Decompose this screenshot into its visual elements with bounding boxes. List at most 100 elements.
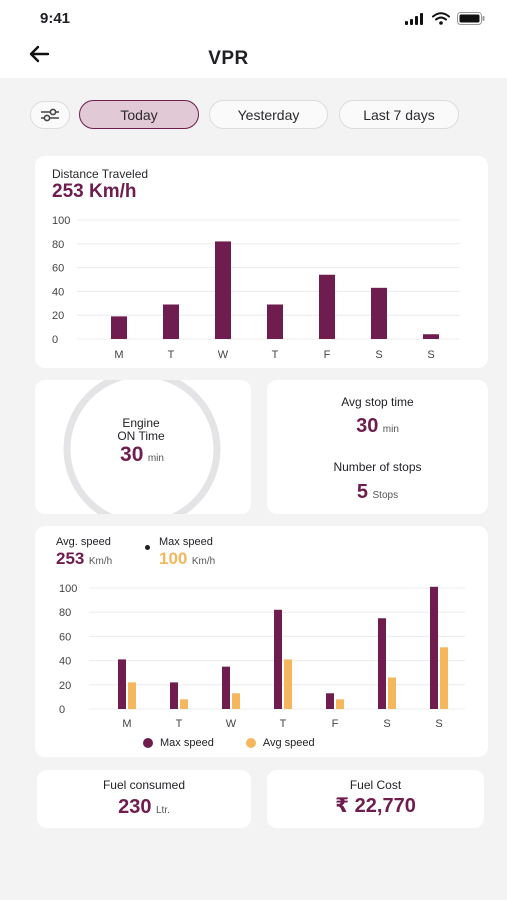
distance-bar bbox=[163, 304, 179, 339]
distance-bar bbox=[267, 304, 283, 339]
app-header: VPR bbox=[0, 38, 507, 78]
x-tick-label: S bbox=[435, 718, 442, 730]
stops-count-value: 5 bbox=[356, 481, 369, 503]
max-speed-bar bbox=[274, 609, 282, 709]
avg-stop-label: Avg stop time bbox=[341, 395, 414, 409]
max-speed-bar bbox=[378, 618, 386, 709]
legend-label: Avg speed bbox=[262, 737, 315, 749]
wifi-icon bbox=[432, 12, 450, 25]
max-speed-bar bbox=[430, 586, 438, 709]
x-tick-label: F bbox=[332, 718, 339, 730]
max-speed-bar bbox=[170, 682, 178, 709]
tab-yesterday[interactable]: Yesterday bbox=[209, 100, 328, 129]
tab-today[interactable]: Today bbox=[79, 100, 199, 129]
max-speed-bar bbox=[118, 659, 126, 709]
speed-chart: 0 20 40 60 80 100 M T W T F S S bbox=[59, 583, 465, 730]
max-speed-bar bbox=[326, 693, 334, 709]
engine-label-line1: Engine bbox=[122, 416, 160, 430]
x-tick-label: F bbox=[324, 349, 331, 361]
max-speed-value: 100 bbox=[159, 549, 188, 568]
y-tick-label: 80 bbox=[59, 607, 71, 619]
y-tick-label: 40 bbox=[59, 656, 71, 668]
signal-icon bbox=[405, 12, 423, 25]
distance-value: 253 Km/h bbox=[52, 181, 137, 202]
avg-speed-bar bbox=[128, 682, 136, 709]
distance-bar bbox=[215, 241, 231, 339]
distance-bar bbox=[423, 334, 439, 339]
x-tick-label: T bbox=[176, 718, 183, 730]
y-tick-label: 0 bbox=[59, 704, 65, 716]
x-tick-label: T bbox=[280, 718, 287, 730]
fuel-consumed-value: 230 bbox=[118, 796, 152, 818]
fuel-consumed-card: Fuel consumed 230 Ltr. bbox=[37, 770, 251, 828]
x-tick-label: S bbox=[383, 718, 390, 730]
stops-card: Avg stop time 30 min Number of stops 5 S… bbox=[267, 380, 488, 514]
avg-speed-unit: Km/h bbox=[88, 556, 113, 567]
fuel-cost-value: ₹ 22,770 bbox=[335, 795, 416, 817]
avg-speed-bar bbox=[180, 699, 188, 709]
status-time: 9:41 bbox=[40, 10, 71, 27]
x-tick-label: T bbox=[168, 349, 175, 361]
page-title: VPR bbox=[208, 48, 249, 69]
x-tick-label: W bbox=[218, 349, 229, 361]
fuel-cost-card: Fuel Cost ₹ 22,770 bbox=[267, 770, 484, 828]
avg-stop-value: 30 bbox=[356, 415, 379, 437]
legend-avg-speed: Avg speed bbox=[245, 737, 315, 749]
distance-bar bbox=[371, 287, 387, 339]
x-tick-label: M bbox=[122, 718, 131, 730]
y-tick-label: 20 bbox=[59, 680, 71, 692]
avg-speed-bar bbox=[284, 659, 292, 709]
distance-card: Distance Traveled 253 Km/h 0 20 40 60 80 100 M… bbox=[35, 156, 488, 368]
avg-speed-bar bbox=[232, 693, 240, 709]
stops-count-unit: Stops bbox=[372, 490, 399, 501]
y-tick-label: 20 bbox=[52, 310, 64, 322]
tab-last-7-days[interactable]: Last 7 days bbox=[339, 100, 459, 129]
distance-label: Distance Traveled bbox=[52, 167, 149, 181]
distance-bar bbox=[111, 316, 127, 339]
sliders-icon bbox=[41, 108, 59, 122]
legend-swatch bbox=[245, 738, 256, 748]
max-speed-unit: Km/h bbox=[191, 556, 216, 567]
x-tick-label: W bbox=[226, 718, 237, 730]
y-tick-label: 60 bbox=[52, 263, 64, 275]
y-tick-label: 60 bbox=[59, 631, 71, 643]
speed-separator-dot bbox=[145, 545, 150, 550]
status-bar: 9:41 bbox=[0, 0, 507, 38]
avg-speed-bar bbox=[336, 699, 344, 709]
avg-speed-bar bbox=[440, 647, 448, 709]
fuel-consumed-label: Fuel consumed bbox=[102, 778, 186, 792]
legend-label: Max speed bbox=[160, 737, 214, 749]
legend-swatch bbox=[143, 738, 153, 748]
status-icons bbox=[405, 12, 485, 25]
stops-count-label: Number of stops bbox=[333, 460, 422, 474]
x-tick-label: T bbox=[272, 349, 279, 361]
fuel-cost-label: Fuel Cost bbox=[349, 778, 402, 792]
battery-icon bbox=[457, 12, 485, 25]
engine-unit: min bbox=[147, 453, 164, 464]
avg-speed-bar bbox=[388, 677, 396, 709]
y-tick-label: 100 bbox=[52, 215, 70, 227]
engine-value: 30 bbox=[120, 443, 144, 466]
x-tick-label: S bbox=[427, 349, 434, 361]
max-speed-label: Max speed bbox=[159, 536, 213, 548]
x-tick-label: S bbox=[375, 349, 382, 361]
y-tick-label: 100 bbox=[59, 583, 77, 595]
y-tick-label: 40 bbox=[52, 286, 64, 298]
distance-bar bbox=[319, 274, 335, 339]
engine-progress-ring bbox=[63, 380, 221, 514]
engine-label-line2: ON Time bbox=[117, 429, 165, 443]
x-tick-label: M bbox=[114, 349, 123, 361]
max-speed-bar bbox=[222, 666, 230, 709]
avg-speed-value: 253 bbox=[56, 549, 85, 568]
engine-time-card: Engine ON Time 30 min bbox=[35, 380, 251, 514]
legend-max-speed: Max speed bbox=[143, 737, 214, 749]
speed-card: Avg. speed 253 Km/h Max speed 100 Km/h 0… bbox=[35, 526, 488, 757]
back-arrow-icon[interactable] bbox=[26, 42, 52, 66]
fuel-consumed-unit: Ltr. bbox=[155, 805, 170, 816]
distance-chart: 0 20 40 60 80 100 M T W T F S S bbox=[52, 215, 460, 361]
avg-speed-label: Avg. speed bbox=[56, 536, 111, 548]
filter-button[interactable] bbox=[30, 101, 70, 129]
y-tick-label: 0 bbox=[52, 334, 58, 346]
avg-stop-unit: min bbox=[382, 424, 399, 435]
speed-legend: Max speed Avg speed bbox=[143, 737, 315, 749]
